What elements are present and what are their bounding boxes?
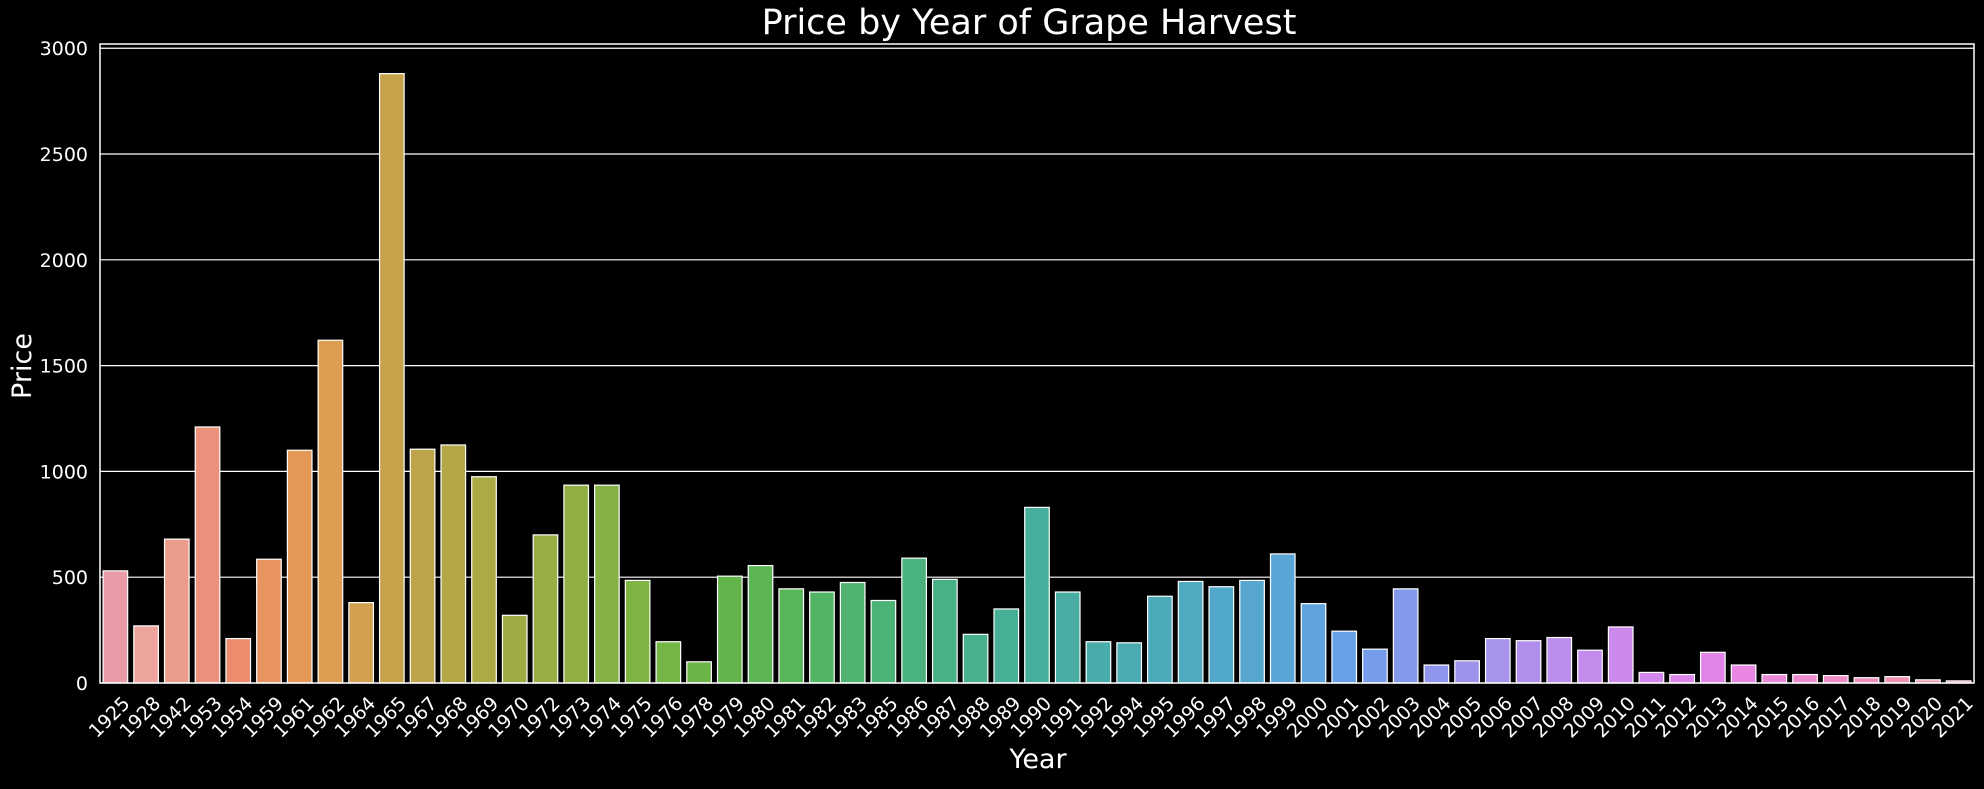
- bar-2009: [1577, 649, 1603, 684]
- bar-1980: [747, 564, 774, 684]
- bar-1975: [624, 579, 651, 684]
- bar-1996: [1177, 580, 1204, 684]
- bar-2019: [1884, 676, 1911, 684]
- bar-1972: [532, 534, 559, 684]
- y-tick-label: 1000: [40, 461, 88, 483]
- plot-frame: [99, 43, 1975, 684]
- bar-1987: [931, 578, 958, 684]
- bar-2002: [1362, 648, 1388, 684]
- bar-2007: [1515, 640, 1542, 684]
- bar-1988: [962, 633, 989, 684]
- bar-1928: [133, 625, 159, 684]
- bar-1989: [993, 608, 1020, 684]
- bar-2010: [1607, 626, 1634, 684]
- bar-2001: [1331, 630, 1358, 684]
- bar-1954: [225, 637, 252, 684]
- bar-1982: [809, 591, 835, 684]
- bar-1976: [655, 641, 682, 684]
- bar-1961: [286, 449, 313, 684]
- bar-1967: [409, 448, 436, 684]
- bar-2013: [1699, 651, 1726, 684]
- bar-1974: [594, 484, 620, 684]
- y-axis-label: Price: [7, 333, 38, 399]
- bar-1964: [348, 601, 375, 684]
- bar-2003: [1392, 588, 1419, 684]
- bar-2006: [1484, 637, 1511, 684]
- bar-1962: [317, 339, 344, 684]
- bar-1925: [102, 570, 129, 684]
- bars: [102, 73, 1972, 684]
- y-tick-label: 3000: [40, 38, 88, 60]
- bar-2018: [1853, 677, 1880, 684]
- bar-2004: [1423, 664, 1450, 684]
- x-axis-label: Year: [1008, 744, 1067, 775]
- bar-1965: [378, 73, 405, 684]
- bar-1968: [440, 444, 467, 684]
- y-tick-label: 0: [76, 673, 88, 695]
- bar-1992: [1085, 641, 1112, 684]
- bar-1986: [901, 557, 928, 684]
- bar-2008: [1546, 636, 1573, 684]
- bar-1969: [471, 476, 497, 684]
- bar-1983: [839, 581, 866, 684]
- bar-2016: [1792, 673, 1818, 684]
- y-tick-label: 2500: [40, 144, 88, 166]
- bar-1991: [1054, 591, 1081, 684]
- bar-1959: [256, 558, 282, 684]
- bar-1953: [194, 426, 221, 684]
- bar-1979: [716, 575, 743, 684]
- bar-2011: [1638, 671, 1665, 684]
- bar-2000: [1300, 603, 1327, 684]
- bar-2012: [1669, 673, 1696, 684]
- bar-2005: [1454, 660, 1480, 684]
- bar-1970: [501, 614, 528, 684]
- y-tick-label: 1500: [40, 356, 88, 378]
- bar-1978: [686, 661, 712, 684]
- bar-1973: [563, 484, 590, 684]
- y-tick-labels: 0 500 1000 1500 2000 2500 3000: [40, 38, 88, 695]
- bar-1995: [1146, 595, 1173, 684]
- bar-2017: [1822, 674, 1849, 684]
- bar-1994: [1116, 642, 1143, 684]
- x-tick-labels: 1925192819421953195419591961196219641965…: [85, 693, 1978, 743]
- y-tick-label: 500: [52, 567, 88, 589]
- bar-2015: [1761, 673, 1788, 684]
- bar-1999: [1269, 553, 1296, 684]
- bar-1942: [163, 538, 190, 684]
- bar-1990: [1024, 506, 1050, 684]
- y-tick-label: 2000: [40, 250, 88, 272]
- bar-1985: [870, 599, 897, 684]
- bar-1981: [778, 588, 805, 684]
- bar-1997: [1208, 586, 1235, 684]
- bar-1998: [1239, 579, 1265, 684]
- chart-title: Price by Year of Grape Harvest: [762, 3, 1297, 43]
- bar-2014: [1730, 664, 1757, 684]
